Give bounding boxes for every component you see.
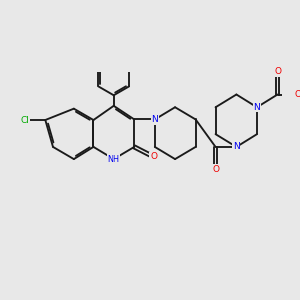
Text: O: O bbox=[150, 152, 157, 161]
Text: N: N bbox=[152, 115, 158, 124]
Text: O: O bbox=[294, 90, 300, 99]
Text: NH: NH bbox=[108, 154, 120, 164]
Text: O: O bbox=[274, 67, 281, 76]
Text: N: N bbox=[254, 103, 260, 112]
Text: O: O bbox=[212, 165, 219, 174]
Text: N: N bbox=[233, 142, 240, 152]
Text: Cl: Cl bbox=[20, 116, 29, 124]
